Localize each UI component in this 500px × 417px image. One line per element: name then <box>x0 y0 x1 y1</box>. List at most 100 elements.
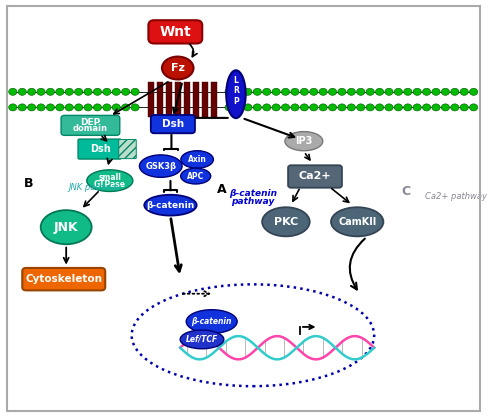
Circle shape <box>366 88 374 95</box>
Circle shape <box>470 88 478 95</box>
Ellipse shape <box>162 57 194 80</box>
Text: GTPase: GTPase <box>94 180 126 189</box>
Ellipse shape <box>40 210 92 244</box>
Bar <box>184 83 190 117</box>
Circle shape <box>385 88 393 95</box>
Circle shape <box>102 88 111 95</box>
Circle shape <box>422 104 430 111</box>
Bar <box>192 83 199 117</box>
Circle shape <box>450 104 459 111</box>
Circle shape <box>94 104 102 111</box>
Circle shape <box>413 104 422 111</box>
Circle shape <box>376 104 384 111</box>
Circle shape <box>84 104 92 111</box>
Circle shape <box>460 104 468 111</box>
FancyBboxPatch shape <box>148 20 202 43</box>
Bar <box>10 84 476 115</box>
Text: Dsh: Dsh <box>162 119 184 129</box>
Circle shape <box>338 88 346 95</box>
Circle shape <box>56 88 64 95</box>
Circle shape <box>122 104 130 111</box>
Text: domain: domain <box>73 124 108 133</box>
Ellipse shape <box>226 70 246 118</box>
Text: C: C <box>401 186 410 198</box>
Circle shape <box>404 104 412 111</box>
FancyBboxPatch shape <box>288 165 342 188</box>
Bar <box>210 83 217 117</box>
Circle shape <box>385 104 393 111</box>
Circle shape <box>37 88 45 95</box>
Circle shape <box>244 88 252 95</box>
Circle shape <box>262 88 271 95</box>
Circle shape <box>74 88 83 95</box>
Text: β-catenin: β-catenin <box>192 317 232 326</box>
Text: β-catenin: β-catenin <box>146 201 194 210</box>
Text: JNK pathway: JNK pathway <box>68 183 122 192</box>
Text: APC: APC <box>187 171 204 181</box>
Ellipse shape <box>331 207 384 236</box>
Circle shape <box>84 88 92 95</box>
FancyBboxPatch shape <box>78 139 121 159</box>
Circle shape <box>442 88 450 95</box>
Circle shape <box>225 104 233 111</box>
Circle shape <box>272 88 280 95</box>
Ellipse shape <box>285 132 323 151</box>
Circle shape <box>404 88 412 95</box>
Circle shape <box>18 104 26 111</box>
Circle shape <box>460 88 468 95</box>
Circle shape <box>338 104 346 111</box>
Ellipse shape <box>180 330 224 349</box>
Circle shape <box>262 104 271 111</box>
Bar <box>166 83 172 117</box>
Circle shape <box>272 104 280 111</box>
Circle shape <box>225 88 233 95</box>
Circle shape <box>122 88 130 95</box>
Text: GSK3β: GSK3β <box>146 162 176 171</box>
Circle shape <box>356 88 365 95</box>
Circle shape <box>319 88 328 95</box>
Circle shape <box>56 104 64 111</box>
Circle shape <box>8 104 17 111</box>
Circle shape <box>131 88 139 95</box>
Circle shape <box>291 104 299 111</box>
Circle shape <box>300 88 308 95</box>
Circle shape <box>347 88 356 95</box>
Circle shape <box>450 88 459 95</box>
Text: PKC: PKC <box>274 217 298 227</box>
Bar <box>148 83 154 117</box>
Ellipse shape <box>181 151 214 168</box>
FancyBboxPatch shape <box>22 268 105 290</box>
Circle shape <box>112 104 120 111</box>
Circle shape <box>328 104 336 111</box>
Circle shape <box>234 104 242 111</box>
Circle shape <box>422 88 430 95</box>
Circle shape <box>65 104 74 111</box>
Circle shape <box>432 88 440 95</box>
Text: Axin: Axin <box>188 155 206 164</box>
Bar <box>156 83 163 117</box>
Circle shape <box>366 104 374 111</box>
Circle shape <box>46 88 54 95</box>
FancyBboxPatch shape <box>61 116 120 136</box>
Circle shape <box>319 104 328 111</box>
Text: DEP: DEP <box>80 118 100 127</box>
Circle shape <box>74 104 83 111</box>
Circle shape <box>253 88 262 95</box>
Bar <box>174 83 181 117</box>
Circle shape <box>131 104 139 111</box>
Circle shape <box>28 88 36 95</box>
Text: small: small <box>98 173 122 182</box>
Circle shape <box>28 104 36 111</box>
Circle shape <box>94 88 102 95</box>
Circle shape <box>244 104 252 111</box>
Circle shape <box>37 104 45 111</box>
Circle shape <box>442 104 450 111</box>
Ellipse shape <box>140 155 182 177</box>
Text: Ca2+: Ca2+ <box>298 171 332 181</box>
FancyBboxPatch shape <box>118 140 136 158</box>
Ellipse shape <box>87 170 133 191</box>
Circle shape <box>8 88 17 95</box>
Circle shape <box>328 88 336 95</box>
Ellipse shape <box>186 310 237 333</box>
Text: Lef/TCF: Lef/TCF <box>186 335 218 344</box>
